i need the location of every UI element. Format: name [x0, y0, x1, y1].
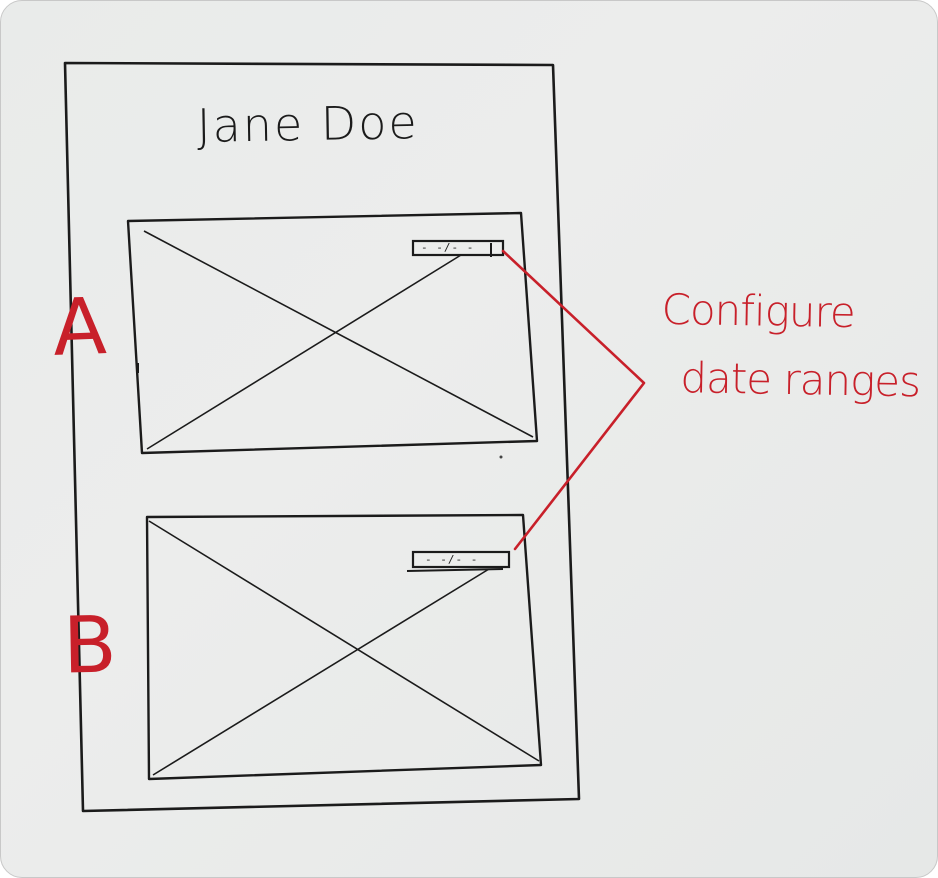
- page-frame: [63, 61, 581, 813]
- page-title: Jane Doe: [196, 95, 420, 153]
- configure-date-ranges-note: Configure date ranges: [660, 285, 922, 408]
- note-line-2: date ranges: [680, 353, 921, 407]
- panel-b-date-range-box: [406, 550, 511, 572]
- panel-b-label: B: [62, 600, 118, 692]
- panel-a-image-placeholder: [126, 211, 539, 455]
- panel-a-label: A: [51, 282, 108, 374]
- annotation-pointer-lines: [501, 249, 646, 551]
- note-line-1: Configure: [661, 284, 856, 338]
- panel-b-date-range-text[interactable]: - -/- -: [425, 553, 479, 566]
- panel-a-date-range-box: [411, 239, 505, 257]
- panel-b-image-placeholder: [145, 513, 543, 781]
- panel-a-date-range-text[interactable]: - -/- -: [421, 241, 475, 254]
